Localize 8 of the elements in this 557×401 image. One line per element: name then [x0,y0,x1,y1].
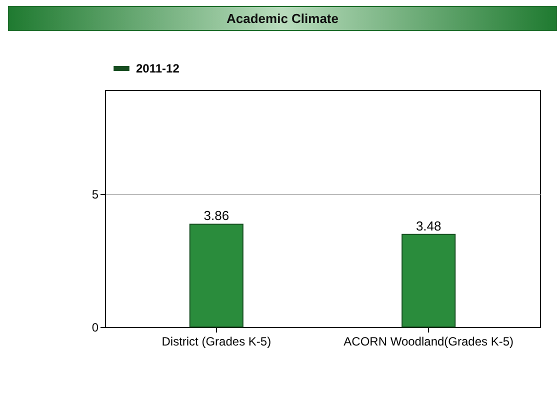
data-label: 3.48 [416,218,442,234]
x-tick-label: District (Grades K-5) [162,334,272,348]
x-tick-label: ACORN Woodland(Grades K-5) [344,334,514,348]
y-tick-label: 5 [92,187,99,202]
y-tick-label: 0 [92,320,99,334]
data-label: 3.86 [204,208,230,224]
chart-title: Academic Climate [8,6,557,31]
legend-label: 2011-12 [136,62,180,76]
